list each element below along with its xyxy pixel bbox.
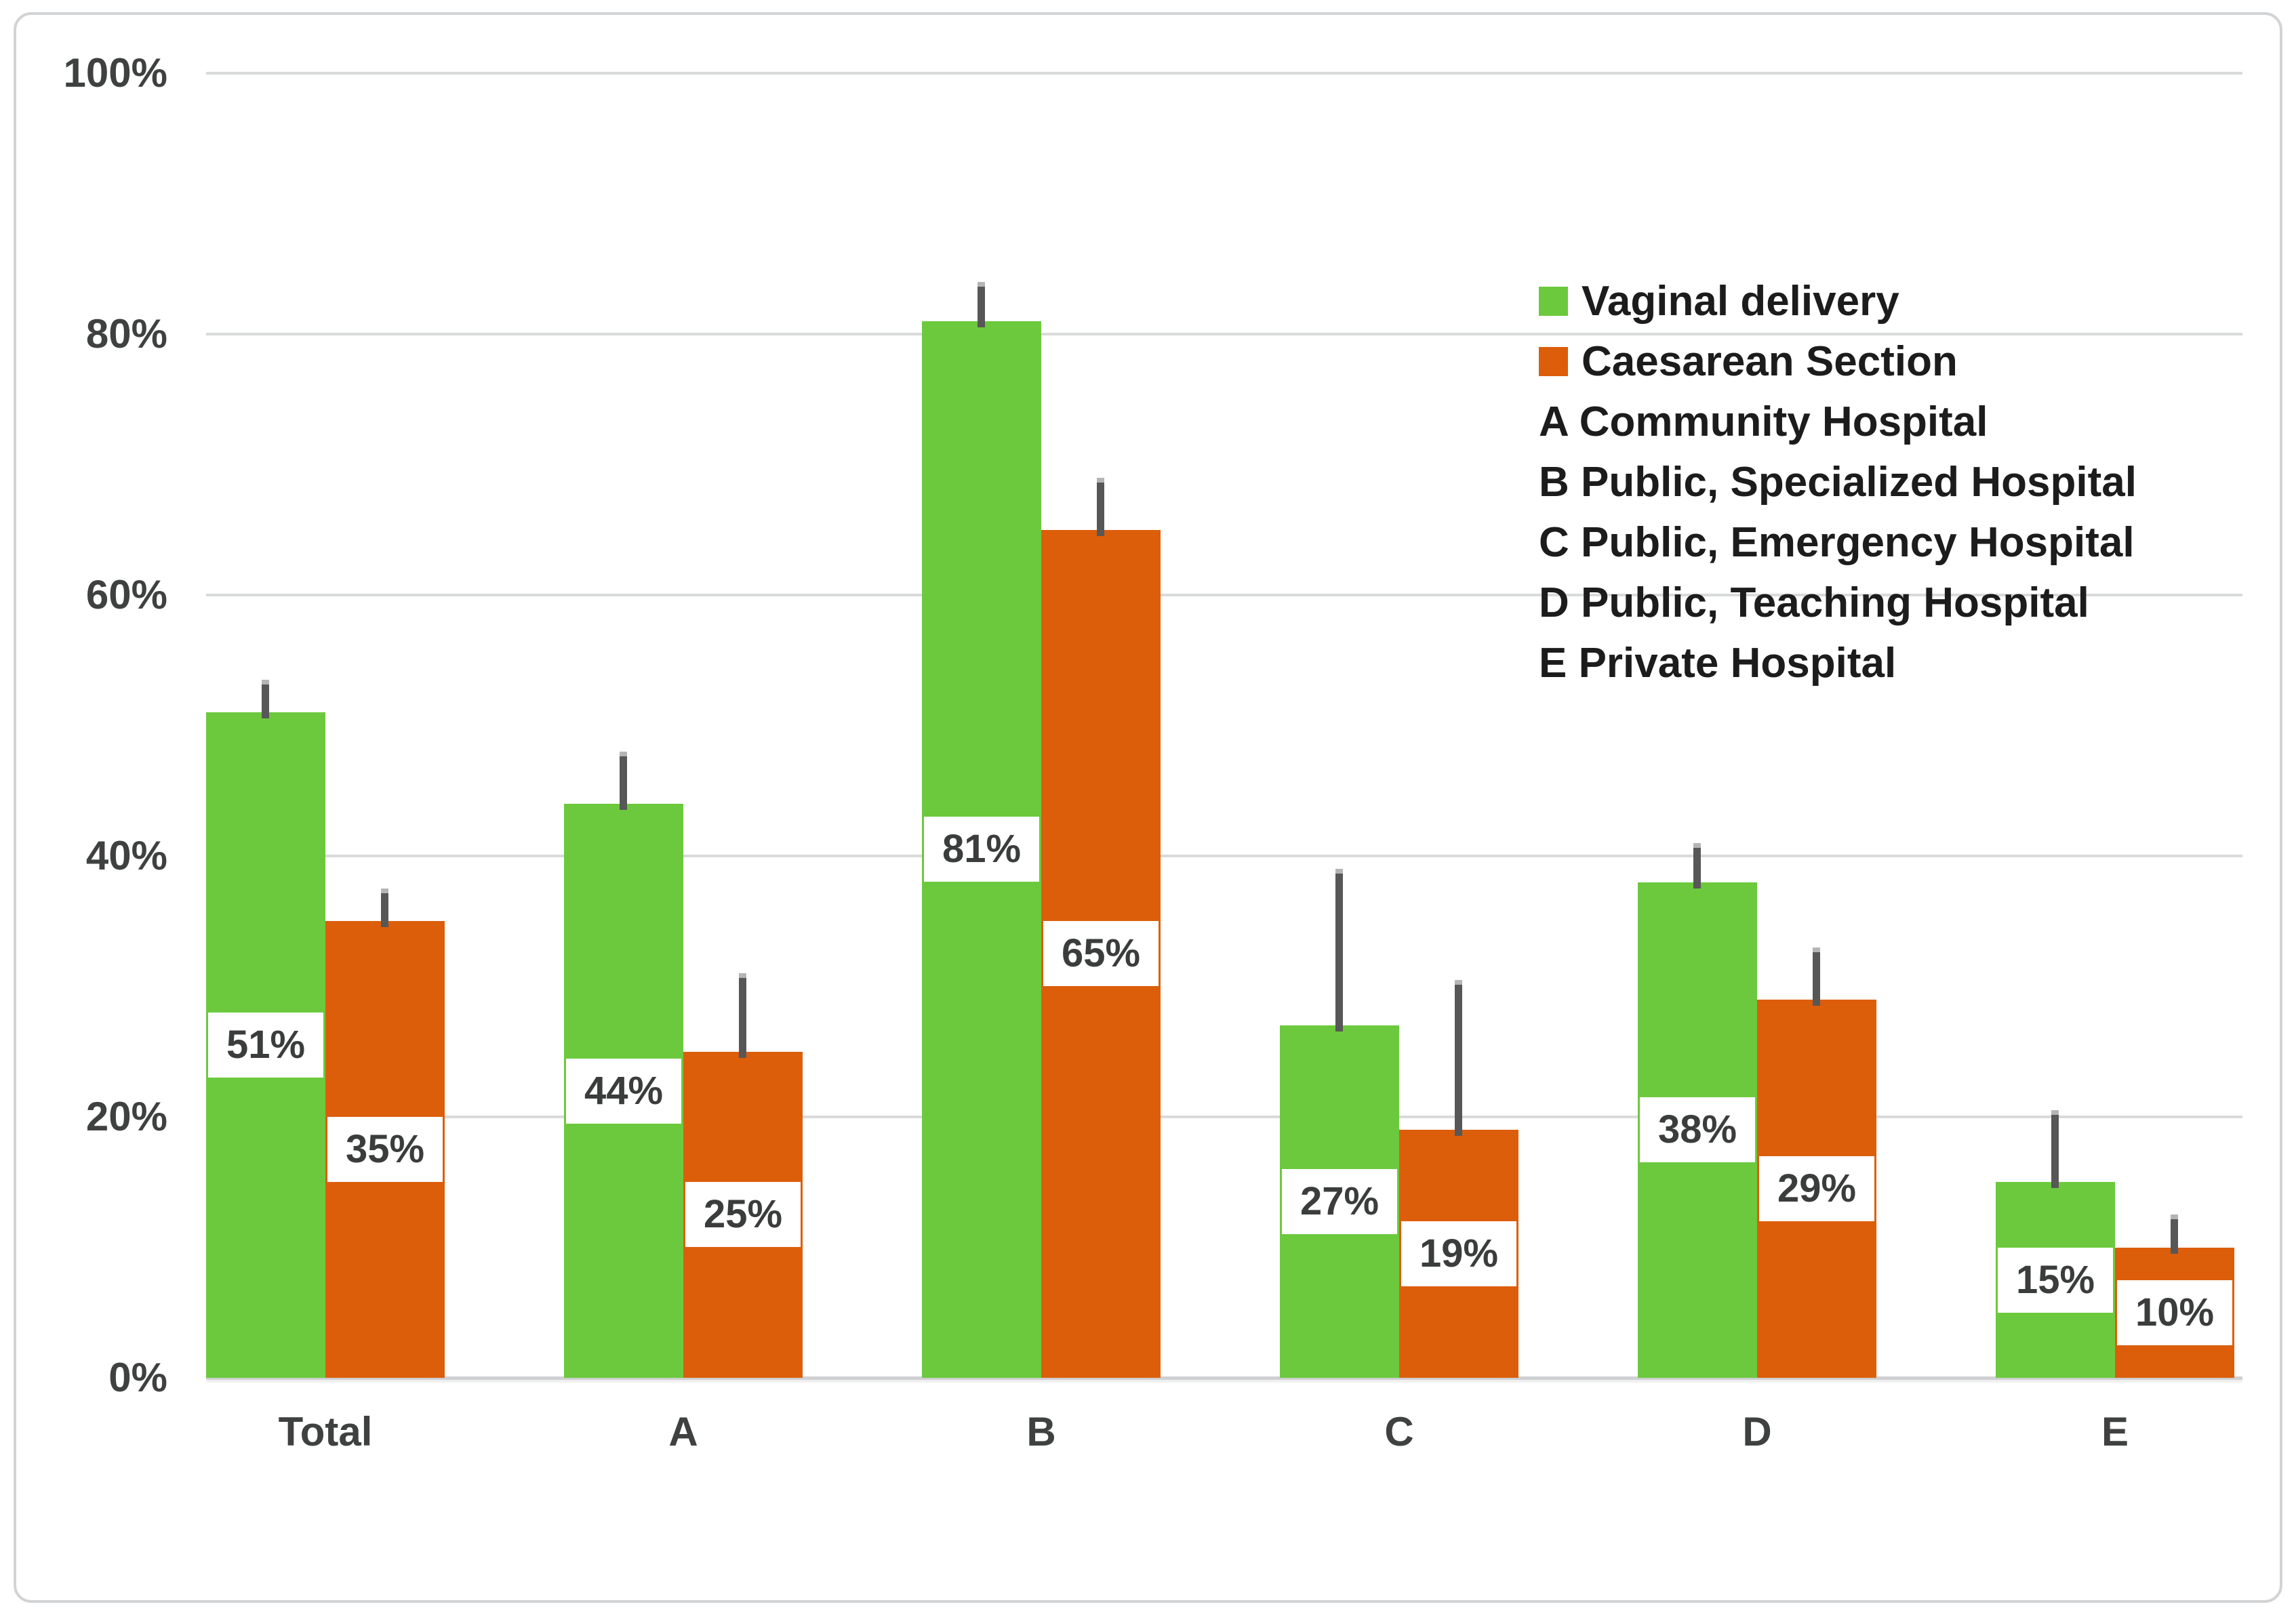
- legend-swatch-vaginal-delivery: [1539, 287, 1568, 316]
- legend-annotation: D Public, Teaching Hospital: [1539, 579, 2089, 626]
- chart-frame: [14, 12, 2282, 1603]
- error-bar-cap: [739, 973, 746, 979]
- data-label: 19%: [1401, 1221, 1516, 1287]
- data-label: 44%: [566, 1058, 681, 1124]
- error-bar-cap: [2171, 1214, 2178, 1220]
- category-label: E: [2101, 1409, 2129, 1454]
- data-label: 38%: [1640, 1097, 1755, 1163]
- error-bar-cap: [1455, 979, 1462, 985]
- y-axis-tick-label: 20%: [85, 1094, 167, 1139]
- x-axis-line: [206, 1376, 2242, 1380]
- error-bar-cap: [978, 282, 985, 287]
- legend-label: Caesarean Section: [1582, 338, 1958, 385]
- y-axis-tick-label: 100%: [63, 50, 167, 96]
- error-bar: [2171, 1214, 2178, 1254]
- error-bar-cap: [1097, 477, 1104, 483]
- data-label: 10%: [2117, 1280, 2232, 1345]
- category-label: B: [1026, 1409, 1056, 1454]
- error-bar: [2051, 1110, 2059, 1189]
- y-axis-tick-label: 0%: [108, 1355, 167, 1400]
- gridline: [206, 333, 2242, 335]
- data-label: 81%: [924, 817, 1039, 882]
- error-bar-cap: [1335, 869, 1343, 874]
- error-bar: [1455, 979, 1462, 1137]
- error-bar: [1693, 842, 1701, 888]
- error-bar-cap: [1813, 947, 1820, 952]
- error-bar-cap: [2051, 1110, 2059, 1116]
- legend-annotation: C Public, Emergency Hospital: [1539, 519, 2135, 566]
- error-bar: [262, 680, 269, 719]
- data-label: 25%: [685, 1182, 801, 1248]
- error-bar: [739, 973, 746, 1058]
- category-label: A: [668, 1409, 698, 1454]
- error-bar: [381, 888, 388, 928]
- category-label: Total: [278, 1409, 373, 1454]
- gridline: [206, 1116, 2242, 1118]
- category-label: D: [1742, 1409, 1772, 1454]
- error-bar: [620, 752, 627, 810]
- legend-annotation: B Public, Specialized Hospital: [1539, 459, 2137, 506]
- legend-annotation: E Private Hospital: [1539, 640, 1897, 687]
- error-bar: [1813, 947, 1820, 1006]
- data-label: 27%: [1282, 1169, 1397, 1235]
- data-label: 65%: [1043, 921, 1159, 987]
- gridline: [206, 594, 2242, 596]
- data-label: 15%: [1998, 1247, 2113, 1313]
- error-bar-cap: [262, 680, 269, 685]
- data-label: 51%: [208, 1013, 323, 1078]
- error-bar: [978, 282, 985, 327]
- category-label: C: [1384, 1409, 1414, 1454]
- legend-annotation: A Community Hospital: [1539, 398, 1988, 445]
- error-bar-cap: [381, 888, 388, 894]
- gridline: [206, 72, 2242, 75]
- y-axis-tick-label: 40%: [85, 833, 167, 878]
- y-axis-tick-label: 80%: [85, 311, 167, 356]
- legend-item: Caesarean Section: [1539, 331, 2137, 392]
- legend-item: Vaginal delivery: [1539, 271, 2137, 331]
- data-label: 29%: [1759, 1156, 1874, 1221]
- error-bar-cap: [620, 752, 627, 756]
- gridline: [206, 855, 2242, 857]
- legend: Vaginal delivery Caesarean Section A Commu…: [1539, 271, 2137, 693]
- data-label: 35%: [327, 1117, 443, 1183]
- y-axis-tick-label: 60%: [85, 572, 167, 617]
- error-bar: [1335, 869, 1343, 1032]
- legend-swatch-caesarean-section: [1539, 347, 1568, 376]
- error-bar-cap: [1693, 842, 1701, 848]
- error-bar: [1097, 477, 1104, 536]
- legend-label: Vaginal delivery: [1582, 278, 1899, 325]
